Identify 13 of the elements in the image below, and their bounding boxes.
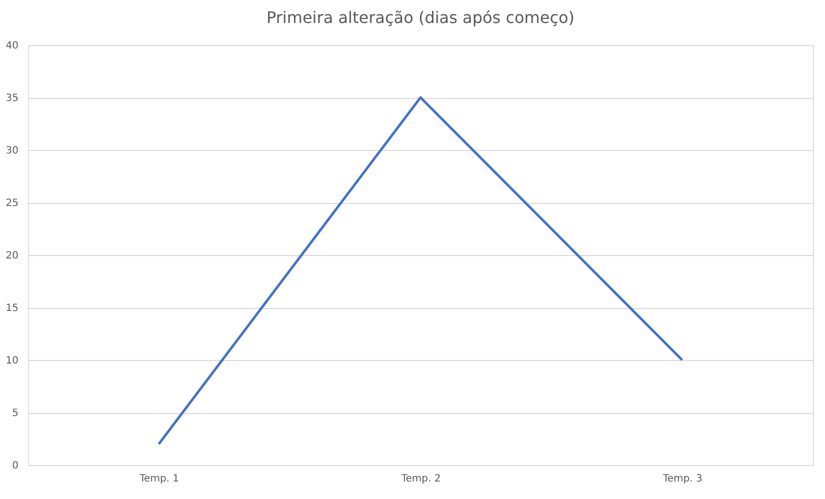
y-tick-label: 30 [6,146,18,156]
y-tick-label: 5 [12,408,18,419]
y-tick-label: 25 [6,198,18,209]
y-tick-label: 35 [6,93,18,104]
y-tick-label: 10 [6,356,18,366]
chart-title: Primeira alteração (dias após começo) [266,8,575,27]
x-tick-label: Temp. 2 [400,474,441,484]
y-tick-label: 20 [6,250,18,262]
y-tick-label: 40 [6,40,18,52]
x-tick-label: Temp. 3 [662,474,702,484]
y-tick-label: 0 [12,460,18,472]
x-tick-label: Temp. 1 [138,474,180,484]
y-tick-label: 15 [6,303,18,314]
